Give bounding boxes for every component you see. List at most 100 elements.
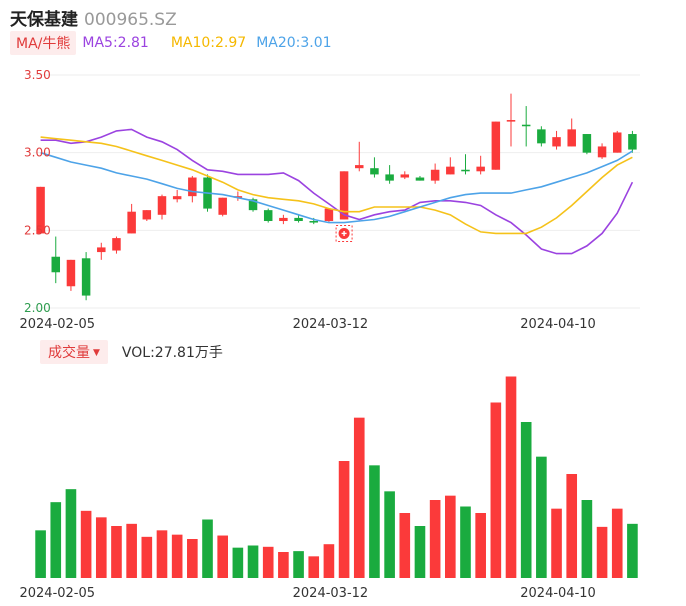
candle-body [461,169,470,172]
volume-bar [323,544,335,578]
volume-bar [35,530,46,578]
candle-body [51,256,61,273]
volume-bar [611,508,623,578]
volume-bar [293,551,304,578]
volume-bar [369,465,380,578]
candle-body [142,210,152,220]
candle-body [263,210,273,222]
ma5-line [40,128,634,255]
volume-bar [247,545,259,578]
candle-body [476,166,485,172]
candle-body [446,166,455,175]
date-axis-volume: 2024-02-05 2024-03-12 2024-04-10 [19,586,595,601]
x-tick-label: 2024-04-10 [520,317,596,332]
candle-body [248,199,258,211]
candle-body [521,124,531,127]
candle-body [188,177,197,197]
candle-body [218,197,227,215]
volume-bar [111,526,122,578]
volume-bar [187,539,198,578]
volume-bar [445,495,456,578]
candle-body [415,177,425,181]
volume-bar [126,523,137,578]
candle-body [385,174,394,181]
bull-bear-marker[interactable] [335,224,353,242]
candle-body [279,217,288,222]
volume-bar [65,489,77,578]
candle-body [400,174,410,178]
volume-bars [35,376,638,578]
plus-icon [341,230,347,236]
caret-down-icon: ▼ [93,348,100,358]
candle-body [370,168,379,175]
volume-bar [520,422,532,578]
volume-bar [171,534,183,578]
volume-value: VOL:27.81万手 [121,345,223,361]
volume-bar [475,513,486,578]
x-tick-label: 2024-03-12 [293,317,369,332]
volume-bar [627,523,638,578]
volume-bar [414,526,426,578]
volume-bar [551,508,562,578]
y-tick-label: 2.50 [24,223,51,237]
volume-bar [50,502,62,578]
volume-bar [384,491,395,578]
volume-bar [262,546,274,578]
candle-body [157,196,167,215]
volume-bar [399,513,411,578]
candle-body [294,217,303,222]
ma10-value: MA10:2.97 [170,35,247,51]
candle-body [172,196,182,200]
y-tick-label: 3.50 [24,68,51,82]
candle-body [612,132,622,153]
candle-body [552,137,561,147]
candle-body [491,121,501,170]
candle-body [324,208,334,222]
ma10-line [40,136,633,235]
ma-legend: MA/牛熊 MA5:2.81 MA10:2.97 MA20:3.01 [10,31,332,55]
volume-legend: 成交量 ▼ VOL:27.81万手 [40,340,223,364]
candlesticks [36,93,637,301]
candle-body [582,134,592,153]
volume-bar [566,474,578,578]
price-grid [33,74,640,309]
date-axis-price: 2024-02-05 2024-03-12 2024-04-10 [19,317,595,332]
candle-body [567,129,576,147]
volume-toggle-label: 成交量 [48,345,90,361]
volume-bar [156,530,168,578]
volume-toggle-button[interactable]: 成交量 ▼ [40,340,108,364]
volume-bar [80,510,92,578]
x-tick-label: 2024-04-10 [520,586,596,601]
candle-body [355,165,364,169]
volume-bar [202,519,213,578]
stock-code: 000965.SZ [84,10,177,30]
candle-body [97,247,106,253]
stock-name: 天保基建 [10,10,78,30]
x-tick-label: 2024-03-12 [293,586,369,601]
candle-body [66,259,76,287]
candle-body [597,146,607,158]
ma20-line [40,150,633,224]
candle-body [537,129,546,144]
volume-bar [536,456,547,578]
volume-bar [460,506,471,578]
marker-frame [335,224,353,242]
candle-body [430,169,440,181]
candle-body [112,238,121,251]
candle-body [628,134,637,150]
volume-bar [95,517,107,578]
ma5-value: MA5:2.81 [82,35,149,51]
x-tick-label: 2024-02-05 [19,317,95,332]
volume-bar [490,402,502,578]
candle-body [127,211,136,234]
ma-toggle-button[interactable]: MA/牛熊 [10,31,77,55]
ma20-value: MA20:3.01 [256,35,332,51]
volume-bar [596,526,608,578]
y-tick-label: 3.00 [24,146,51,160]
volume-bar [353,417,365,578]
volume-bar [278,552,289,578]
volume-bar [232,547,244,578]
volume-bar [308,556,320,578]
moving-average-lines [40,128,634,255]
